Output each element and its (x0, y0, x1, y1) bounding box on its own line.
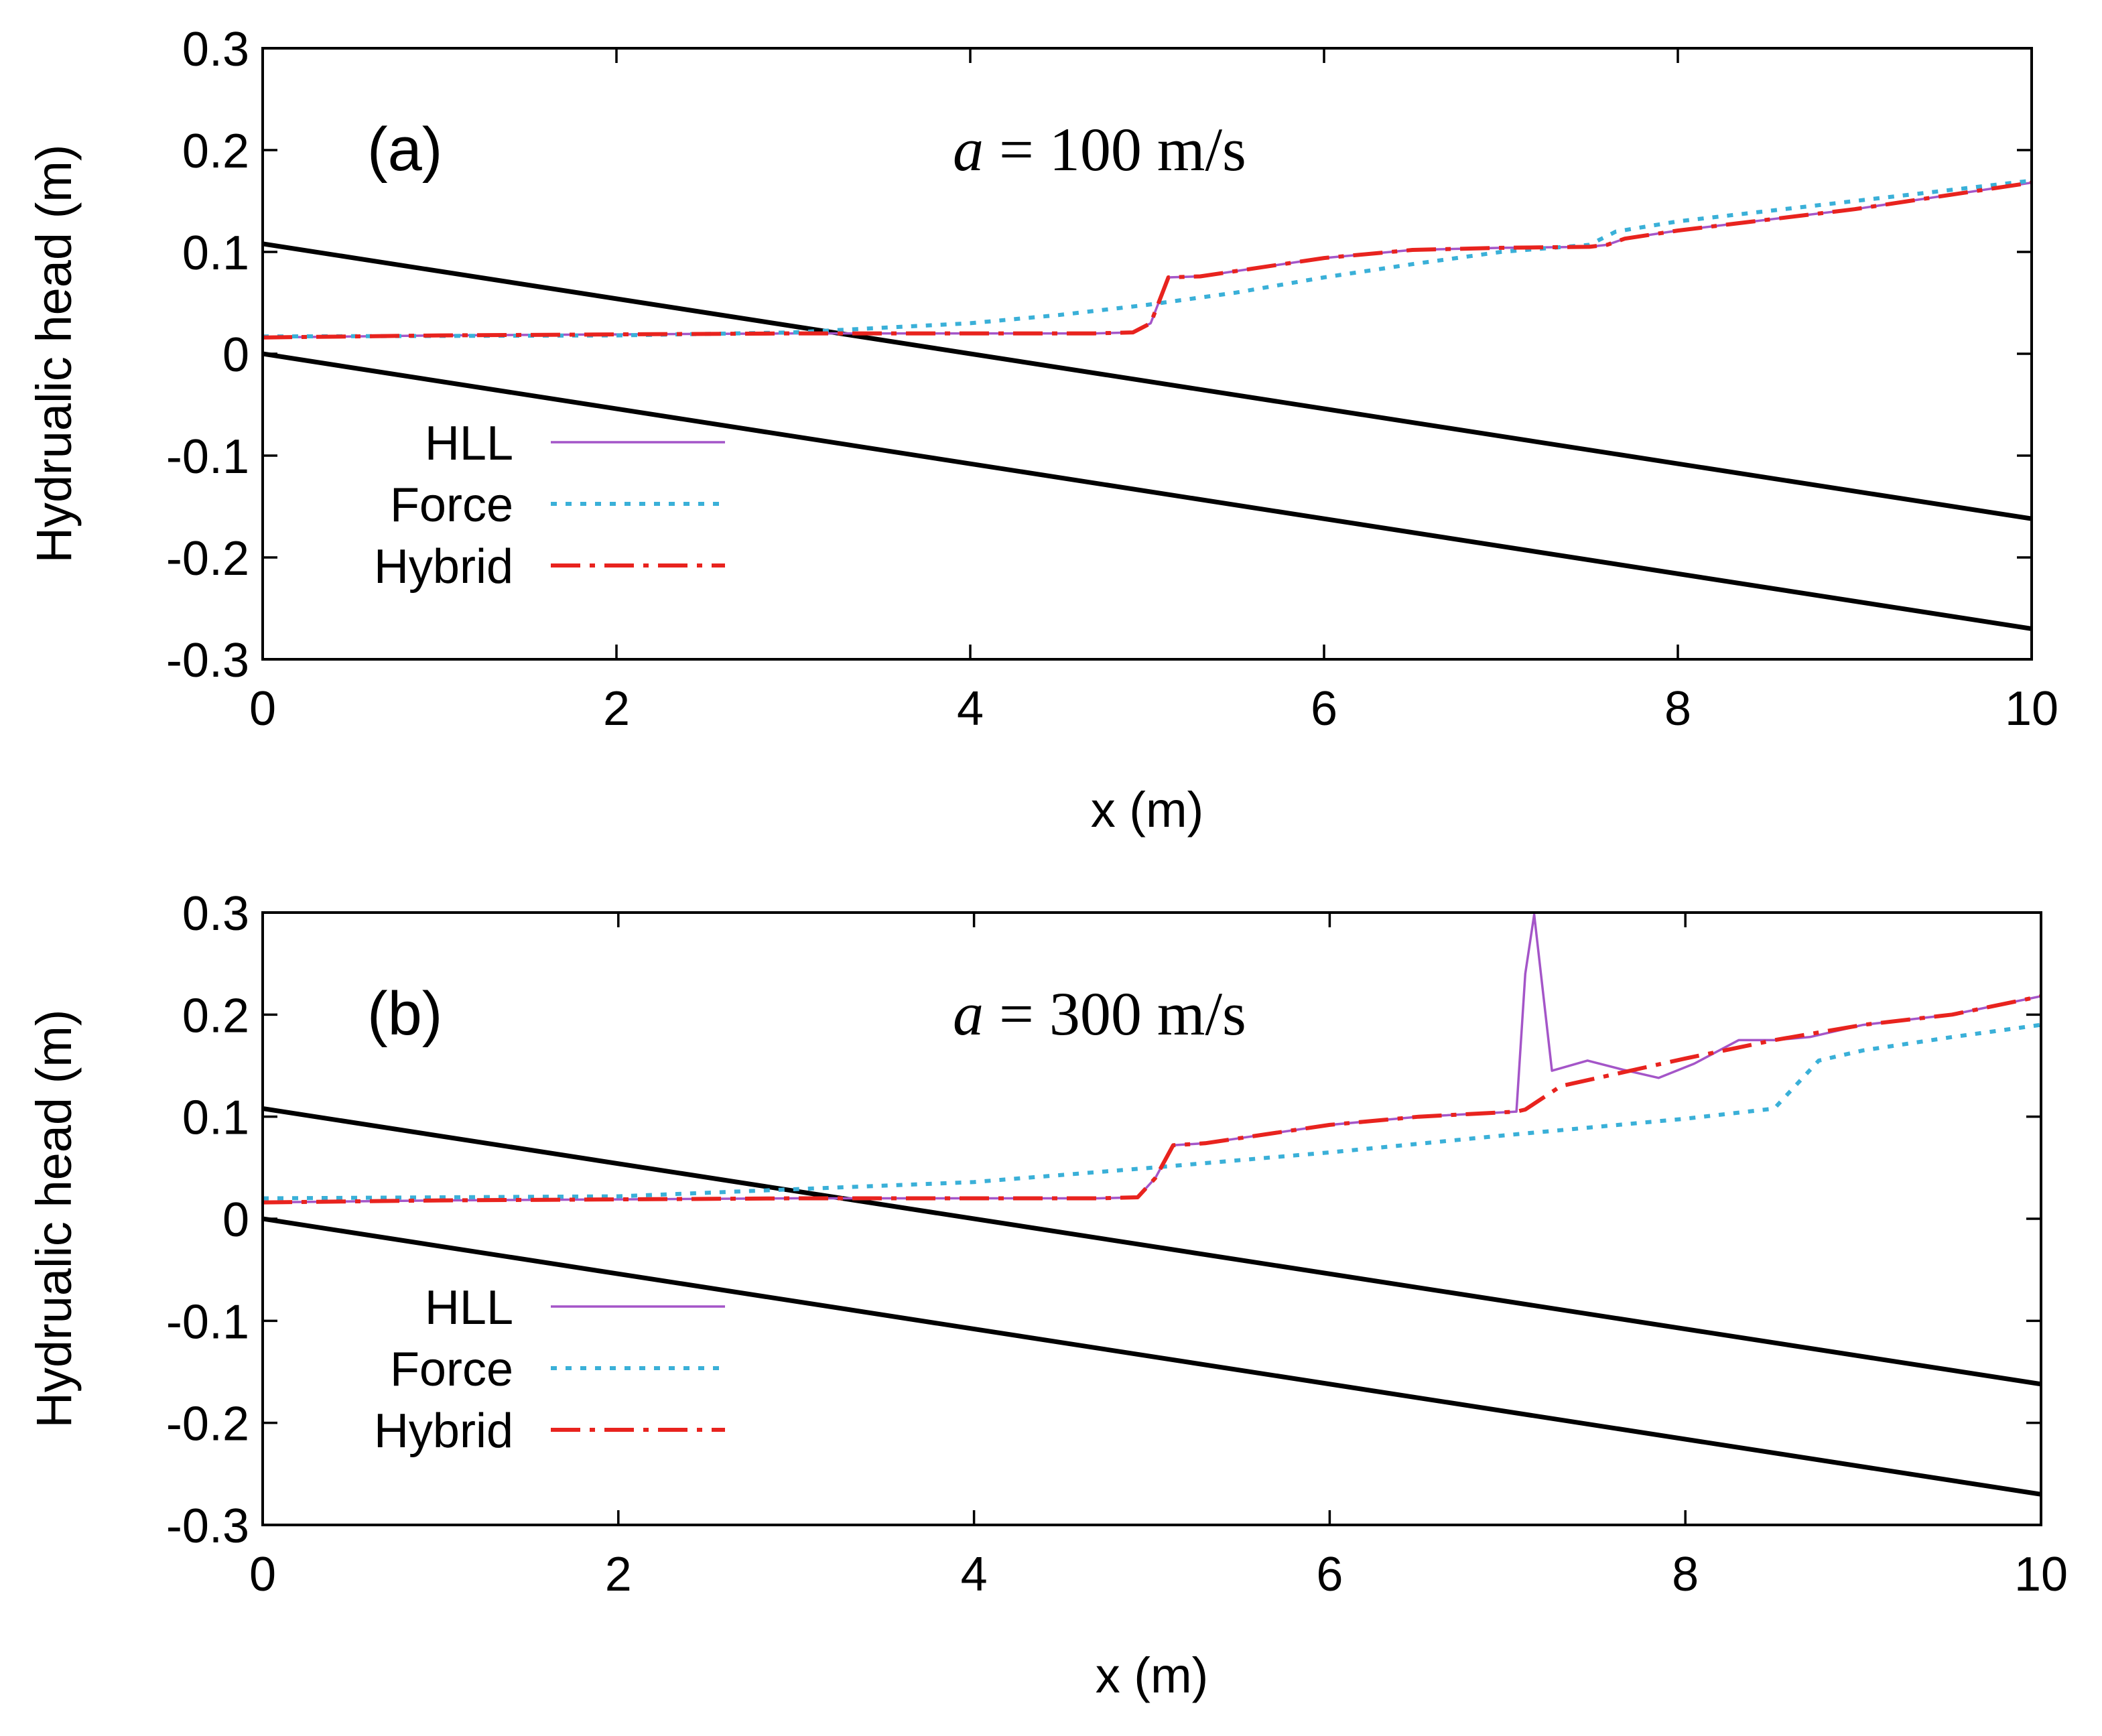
y-tick-label: -0.2 (166, 532, 249, 586)
series-hll (263, 913, 2041, 1204)
x-tick-label: 8 (1664, 682, 1691, 736)
x-tick-label: 10 (2014, 1548, 2068, 1601)
legend-label: HLL (425, 417, 513, 470)
series-force (263, 1022, 2041, 1201)
x-tick-label: 2 (605, 1548, 632, 1601)
y-tick-label: -0.3 (166, 634, 249, 687)
y-tick-label: 0.2 (182, 125, 249, 178)
series-channel-bed (263, 1216, 2041, 1497)
panel-label: (b) (367, 980, 442, 1048)
y-tick-label: 0.1 (182, 1091, 249, 1145)
wave-speed-symbol: a (953, 115, 984, 184)
x-tick-label: 4 (961, 1548, 988, 1601)
y-axis-title: Hydrualic head (m) (26, 1009, 82, 1428)
x-tick-label: 8 (1672, 1548, 1699, 1601)
legend-label: Force (390, 1343, 513, 1396)
wave-speed-annotation: a = 300 m/s (953, 980, 1246, 1048)
legend: HLL Force Hybrid (374, 417, 725, 594)
y-tick-label: 0.3 (182, 23, 249, 76)
y-tick-label: 0 (222, 328, 249, 382)
wave-speed-annotation: a = 100 m/s (953, 115, 1246, 184)
y-tick-label: 0.2 (182, 989, 249, 1043)
series-channel-top (263, 241, 2032, 521)
y-tick-label: -0.2 (166, 1398, 249, 1451)
x-axis-title: x (m) (1091, 782, 1204, 838)
series-group (263, 178, 2032, 631)
y-tick-label: 0.3 (182, 887, 249, 941)
wave-speed-symbol: a (953, 980, 984, 1048)
x-tick-label: 0 (249, 1548, 276, 1601)
y-tick-label: 0 (222, 1193, 249, 1247)
series-hybrid (263, 994, 2041, 1205)
x-axis-title: x (m) (1096, 1648, 1209, 1703)
x-tick-label: 6 (1316, 1548, 1343, 1601)
legend-label: HLL (425, 1281, 513, 1335)
panel-b: 0 2 4 6 8 10 -0.3 -0.2 -0.1 0 0.1 0.2 0.3 x (m) Hydrua… (26, 887, 2068, 1703)
wave-speed-value: = 100 m/s (984, 115, 1246, 184)
x-tick-label: 0 (249, 682, 276, 736)
x-tick-label: 4 (957, 682, 984, 736)
plot-frame (261, 911, 2042, 1526)
y-tick-label: -0.1 (166, 430, 249, 484)
wave-speed-value: = 300 m/s (984, 980, 1246, 1048)
x-tick-label: 2 (603, 682, 630, 736)
panel-a: 0 2 4 6 8 10 -0.3 -0.2 -0.1 0 0.1 0.2 0.3 x (m) Hydrua… (26, 23, 2058, 838)
series-channel-top (263, 1106, 2041, 1387)
plot-frame (261, 47, 2033, 661)
y-tick-label: -0.1 (166, 1295, 249, 1349)
y-tick-label: -0.3 (166, 1499, 249, 1553)
legend-label: Hybrid (374, 1404, 513, 1458)
legend: HLL Force Hybrid (374, 1281, 725, 1458)
y-axis-title: Hydrualic head (m) (26, 144, 82, 563)
legend-label: Hybrid (374, 540, 513, 594)
series-group (263, 913, 2041, 1497)
x-tick-label: 6 (1311, 682, 1337, 736)
panel-label: (a) (367, 115, 442, 184)
x-tick-label: 10 (2005, 682, 2058, 736)
series-hybrid (263, 180, 2032, 340)
y-tick-label: 0.1 (182, 226, 249, 280)
series-force (263, 178, 2032, 339)
series-channel-bed (263, 351, 2032, 631)
legend-label: Force (390, 478, 513, 532)
